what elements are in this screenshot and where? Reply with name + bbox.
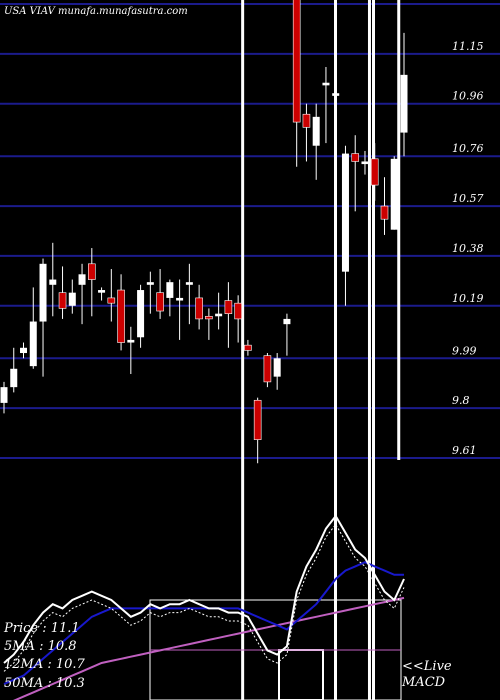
candle-up [283, 318, 291, 325]
candle-down [263, 355, 272, 383]
site-label: munafa.munafasutra.com [58, 6, 188, 17]
macd-label: MACD [401, 675, 446, 690]
volume-spike [241, 0, 245, 700]
candle-down [253, 399, 262, 440]
candle-up [215, 313, 223, 317]
candle-up [341, 153, 349, 272]
y-tick-label: 10.76 [452, 142, 484, 155]
candle-up [390, 158, 398, 230]
macd-line-dotted [3, 523, 405, 672]
volume-spike [372, 0, 375, 700]
candle-up [322, 82, 330, 86]
candle-up [312, 116, 320, 146]
candle-down [107, 297, 116, 304]
candle-down [88, 263, 96, 280]
candle-up [146, 282, 154, 285]
candle-down [195, 297, 203, 320]
candle-down [205, 315, 213, 320]
candle-down [302, 113, 311, 128]
candle-up [78, 274, 86, 285]
macd-line [3, 514, 405, 664]
price-axis-ticks: 11.34 11.15 10.96 10.76 10.57 10.38 10.19 9.99 9… [452, 0, 484, 457]
y-tick-label: 10.19 [452, 292, 484, 305]
candle-up [166, 282, 174, 298]
y-tick-label: 11.15 [452, 40, 484, 53]
candle-up [127, 339, 135, 343]
y-tick-label: 9.61 [452, 444, 477, 457]
macd-lines [3, 514, 405, 700]
price-grid [0, 3, 500, 459]
macd-ma-line [13, 596, 405, 700]
y-tick-label: 11.34 [452, 0, 484, 3]
y-tick-label: 9.8 [452, 394, 470, 407]
candle-up [137, 290, 145, 338]
stats-block: Price : 11.1 5MA : 10.8 12MA : 10.7 50MA… [3, 621, 86, 691]
candle-up [185, 282, 193, 285]
chart-header: USA VIAV munafa.munafasutra.com [4, 6, 188, 17]
live-label: <<Live [402, 659, 452, 674]
candle-down [117, 289, 125, 343]
candle-up [332, 93, 340, 96]
macd-panel [149, 599, 402, 700]
candle-down [292, 0, 301, 123]
volume-spike [334, 0, 337, 700]
macd-signal-line [3, 561, 404, 685]
candle-down [156, 292, 164, 312]
ma5-stat: 5MA : 10.8 [4, 639, 77, 654]
y-tick-label: 10.38 [452, 242, 484, 255]
candle-up [49, 279, 57, 285]
candle-up [176, 297, 184, 301]
candle-up [98, 290, 106, 293]
candle-down [58, 292, 67, 309]
live-macd-label: <<Live MACD [401, 659, 452, 690]
volume-spike [367, 0, 371, 700]
y-tick-label: 10.96 [452, 90, 484, 103]
candle-up [273, 358, 281, 377]
ticker-label: USA VIAV [4, 6, 57, 17]
ma12-stat: 12MA : 10.7 [4, 657, 86, 672]
candle-down [244, 344, 252, 351]
candle-up [0, 387, 8, 403]
candle-down [224, 300, 233, 314]
candle-up [29, 321, 37, 367]
candle-up [39, 263, 47, 322]
y-tick-label: 9.99 [452, 344, 477, 357]
candle-down [370, 158, 379, 186]
candle-up [400, 74, 408, 133]
candle-down [380, 205, 389, 220]
candle-up [20, 347, 28, 354]
candle-down [234, 302, 242, 320]
ma50-stat: 50MA : 10.3 [4, 676, 85, 691]
candle-up [68, 292, 76, 306]
y-tick-label: 10.57 [452, 192, 484, 205]
candle-up [361, 161, 369, 165]
candle-up [10, 368, 18, 388]
candlestick-series [0, 0, 408, 464]
candle-down [351, 153, 360, 162]
price-stat: Price : 11.1 [3, 621, 80, 636]
volume-spike [397, 0, 401, 460]
